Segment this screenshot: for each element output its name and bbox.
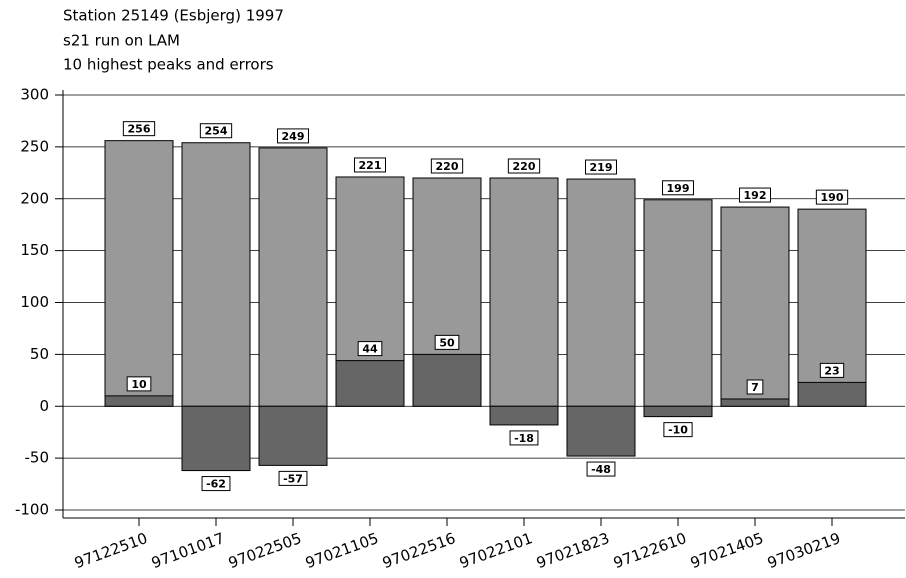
y-tick-label: 50 (30, 345, 49, 363)
bar (489, 405, 559, 426)
y-tick-label: 150 (20, 241, 49, 259)
x-tick-label: 97021823 (534, 529, 612, 572)
x-tick-label: 97022101 (457, 529, 535, 572)
value-label-box (507, 158, 541, 174)
x-tick-label: 97101017 (149, 529, 227, 572)
value-label: -57 (283, 472, 303, 485)
value-label: 221 (359, 159, 382, 172)
bar (720, 398, 790, 407)
bar (181, 405, 251, 472)
x-tick-label: 97030219 (765, 529, 843, 572)
value-label-box (585, 159, 617, 175)
bar (643, 405, 713, 418)
value-label-box (739, 187, 771, 203)
value-label: 50 (439, 336, 455, 349)
value-label: 220 (436, 160, 459, 173)
value-label: 192 (744, 189, 767, 202)
value-label-box (663, 422, 693, 438)
x-tick-label: 97021105 (303, 529, 381, 572)
value-label: -62 (206, 478, 226, 491)
chart-title: 10 highest peaks and errors (63, 56, 274, 74)
value-label: 254 (205, 125, 228, 138)
value-label-box (278, 470, 308, 486)
value-label-box (354, 157, 386, 173)
bar (566, 405, 636, 457)
bar (720, 206, 790, 407)
value-label-box (430, 158, 464, 174)
value-label-box (201, 476, 231, 492)
value-label-box (815, 189, 849, 205)
x-tick-label: 97122610 (611, 529, 689, 572)
bar (104, 395, 174, 407)
value-label-box (357, 341, 383, 357)
value-label-box (819, 362, 845, 378)
x-tick-label: 97021405 (688, 529, 766, 572)
bar (643, 199, 713, 407)
y-tick-label: 100 (20, 293, 49, 311)
value-label: -48 (591, 463, 611, 476)
value-label: 10 (131, 378, 147, 391)
value-label: 190 (821, 191, 844, 204)
value-label: -10 (668, 424, 688, 437)
value-label: 7 (751, 381, 759, 394)
x-tick-label: 97022516 (380, 529, 458, 572)
bar (335, 360, 405, 407)
value-label: 256 (128, 123, 151, 136)
y-tick-label: 200 (20, 189, 49, 207)
chart-title: s21 run on LAM (63, 32, 180, 50)
x-tick-label: 97022505 (226, 529, 304, 572)
x-tick-label: 97122510 (72, 529, 150, 572)
value-label-box (199, 123, 233, 139)
chart-title: Station 25149 (Esbjerg) 1997 (63, 7, 284, 25)
value-label-box (586, 461, 616, 477)
value-label: -18 (514, 432, 534, 445)
value-label-box (509, 430, 539, 446)
value-label-box (434, 334, 460, 350)
value-label-box (277, 128, 309, 144)
y-tick-label: 0 (39, 397, 49, 415)
bar (412, 353, 482, 407)
value-label-box (746, 379, 764, 395)
bar (489, 177, 559, 407)
value-label-box (126, 376, 152, 392)
bar (181, 142, 251, 407)
value-label: 199 (667, 182, 690, 195)
bar (258, 405, 328, 466)
value-label: 220 (513, 160, 536, 173)
bar (566, 178, 636, 407)
y-tick-label: -100 (15, 501, 49, 519)
value-label: 249 (282, 130, 305, 143)
y-tick-label: 250 (20, 137, 49, 155)
value-label-box (662, 180, 694, 196)
value-label-box (122, 121, 156, 137)
y-tick-label: -50 (25, 449, 50, 467)
value-label: 44 (362, 343, 378, 356)
bar (258, 147, 328, 407)
value-label: 219 (590, 161, 613, 174)
y-tick-label: 300 (20, 86, 49, 104)
value-label: 23 (824, 364, 839, 377)
bar (797, 381, 867, 407)
bar (104, 140, 174, 407)
